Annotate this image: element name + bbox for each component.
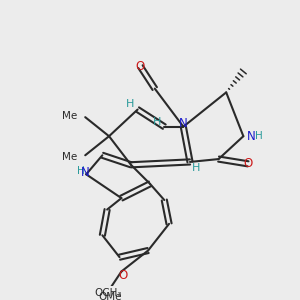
Text: H: H bbox=[192, 163, 200, 172]
Text: O: O bbox=[244, 157, 253, 170]
Text: H: H bbox=[126, 99, 135, 109]
Text: N: N bbox=[247, 130, 256, 143]
Text: O: O bbox=[136, 60, 145, 73]
Text: H: H bbox=[77, 166, 85, 176]
Text: H: H bbox=[255, 131, 263, 141]
Text: OMe: OMe bbox=[98, 292, 122, 300]
Text: N: N bbox=[179, 117, 188, 130]
Text: O: O bbox=[118, 269, 128, 282]
Text: Me: Me bbox=[62, 152, 77, 162]
Text: N: N bbox=[80, 167, 89, 179]
Text: Me: Me bbox=[62, 111, 77, 121]
Text: OCH₃: OCH₃ bbox=[95, 288, 122, 298]
Text: H: H bbox=[153, 117, 161, 128]
